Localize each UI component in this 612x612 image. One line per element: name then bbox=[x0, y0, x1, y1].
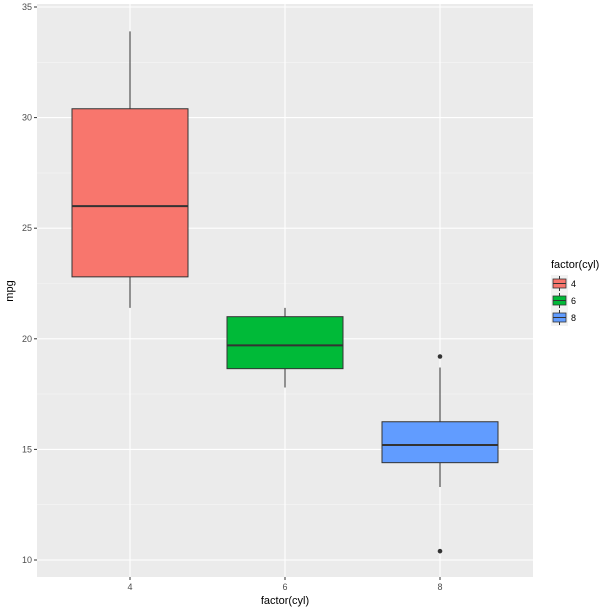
y-tick-label: 15 bbox=[22, 444, 32, 454]
box-6 bbox=[226, 307, 344, 388]
y-tick-label: 35 bbox=[22, 2, 32, 12]
box-iqr bbox=[226, 316, 344, 370]
legend-entry-6: 6 bbox=[551, 292, 576, 309]
box-4 bbox=[71, 31, 189, 308]
y-axis-title: mpg bbox=[4, 280, 16, 301]
x-axis-title: factor(cyl) bbox=[261, 595, 309, 607]
legend-entry-8: 8 bbox=[551, 309, 576, 326]
y-tick-label: 10 bbox=[22, 555, 32, 565]
x-tick-label: 8 bbox=[437, 582, 442, 592]
legend-label: 6 bbox=[571, 296, 576, 306]
outlier-point bbox=[437, 548, 443, 554]
legend: factor(cyl) 4 6 8 bbox=[551, 259, 599, 326]
box-iqr bbox=[71, 108, 189, 278]
boxes bbox=[71, 31, 499, 554]
legend-title: factor(cyl) bbox=[551, 259, 599, 271]
legend-entry-4: 4 bbox=[551, 275, 576, 292]
box-8 bbox=[381, 354, 499, 554]
y-tick-label: 20 bbox=[22, 334, 32, 344]
x-axis: 4 6 8 bbox=[127, 577, 443, 592]
y-tick-label: 30 bbox=[22, 113, 32, 123]
x-tick-label: 6 bbox=[282, 582, 287, 592]
y-axis: 10 15 20 25 30 35 bbox=[22, 2, 37, 565]
x-tick-label: 4 bbox=[127, 582, 132, 592]
outlier-point bbox=[437, 354, 443, 359]
legend-label: 8 bbox=[571, 313, 576, 323]
legend-label: 4 bbox=[571, 279, 576, 289]
box-iqr bbox=[381, 421, 499, 464]
y-tick-label: 25 bbox=[22, 223, 32, 233]
